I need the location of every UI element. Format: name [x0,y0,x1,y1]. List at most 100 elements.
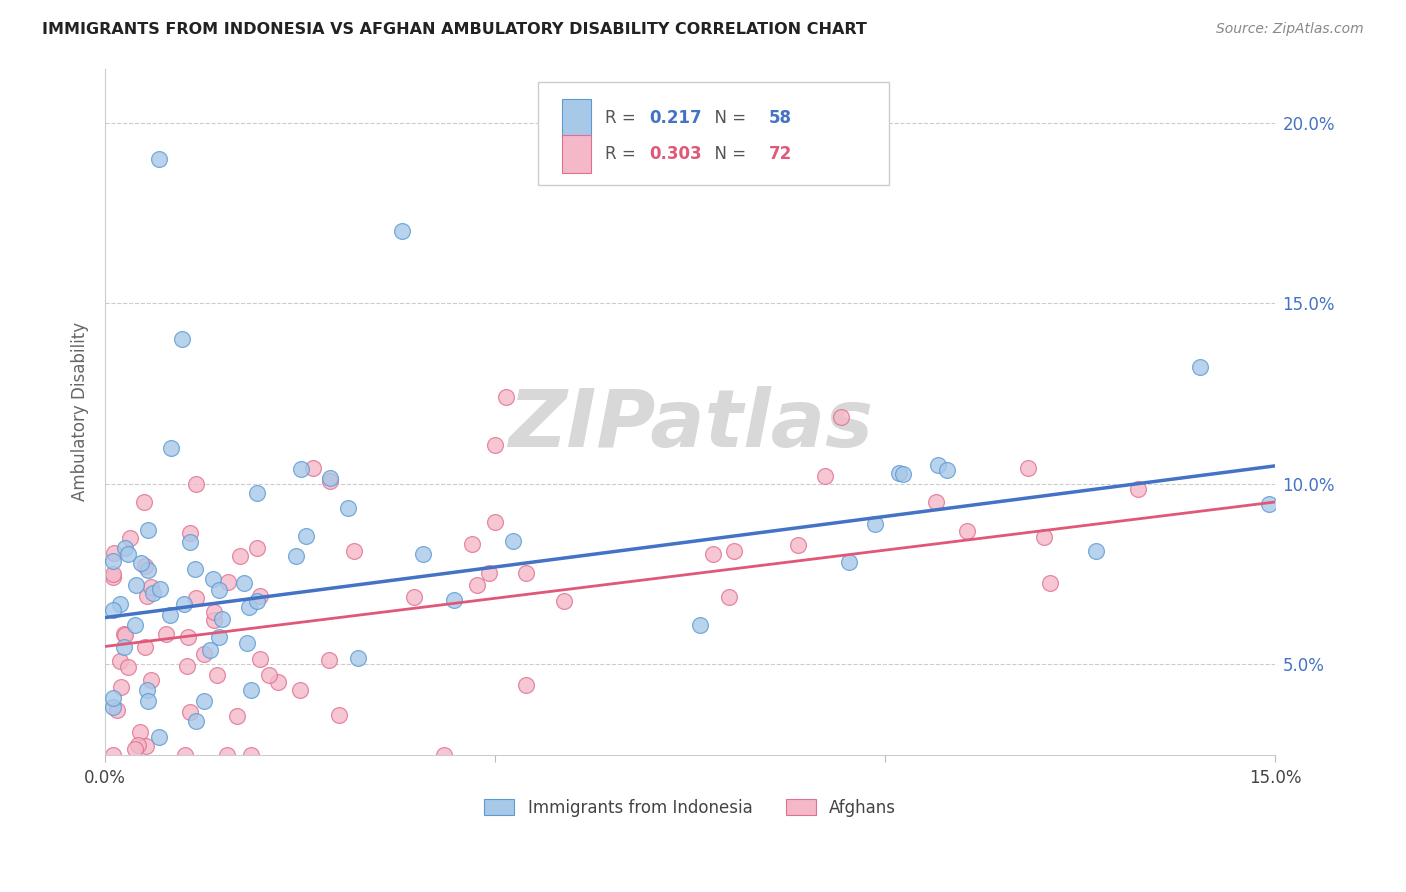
Point [108,597,131,611]
Point [110,680,132,694]
Point [202,613,225,627]
Point [186,714,208,728]
Point [1128,482,1150,496]
Point [142,586,165,600]
Point [412,547,434,561]
Point [1039,576,1062,591]
Point [135,739,157,753]
Point [226,709,249,723]
Point [129,556,152,570]
Point [155,626,177,640]
Point [193,693,215,707]
Point [148,152,170,166]
Point [1033,530,1056,544]
Point [186,591,208,606]
Point [465,578,488,592]
Text: ZIPatlas: ZIPatlas [508,386,873,465]
Point [319,471,342,485]
Point [553,594,575,608]
Point [124,618,146,632]
Point [179,705,201,719]
Point [302,461,325,475]
Point [184,476,207,491]
Point [211,612,233,626]
Point [127,739,149,753]
Point [124,742,146,756]
Point [936,463,959,477]
FancyBboxPatch shape [538,82,889,186]
Point [814,469,837,483]
Point [114,541,136,555]
Point [183,562,205,576]
Text: R =: R = [605,109,641,127]
Point [179,526,201,541]
Point [101,569,124,583]
Point [391,224,413,238]
Point [246,541,269,555]
Point [956,524,979,539]
Point [689,618,711,632]
Point [200,643,222,657]
Text: R =: R = [605,145,641,163]
Point [159,607,181,622]
Point [336,500,359,515]
Point [294,528,316,542]
Point [1084,544,1107,558]
Point [117,547,139,561]
Text: 72: 72 [769,145,792,163]
Point [515,566,537,580]
Point [118,531,141,545]
Point [515,677,537,691]
Point [105,703,128,717]
Text: N =: N = [704,109,752,127]
Point [290,462,312,476]
Point [101,603,124,617]
Point [205,668,228,682]
Point [208,630,231,644]
Point [117,659,139,673]
Point [114,628,136,642]
Point [179,534,201,549]
Point [172,333,194,347]
Point [257,668,280,682]
Point [484,515,506,529]
Point [267,675,290,690]
Point [502,534,524,549]
Point [347,651,370,665]
Text: 0.303: 0.303 [650,145,702,163]
Point [246,593,269,607]
Point [328,707,350,722]
Point [863,517,886,532]
Point [478,566,501,580]
Point [101,747,124,762]
Point [830,409,852,424]
Point [1017,461,1039,475]
Point [229,549,252,564]
Point [134,559,156,574]
Point [101,567,124,582]
Point [124,578,146,592]
Point [103,546,125,560]
Point [215,747,238,762]
Point [236,636,259,650]
Point [443,592,465,607]
Point [402,590,425,604]
Point [201,572,224,586]
Point [141,580,163,594]
Point [208,582,231,597]
Point [343,544,366,558]
Point [925,495,948,509]
Point [927,458,949,472]
Point [128,724,150,739]
Point [233,575,256,590]
Text: IMMIGRANTS FROM INDONESIA VS AFGHAN AMBULATORY DISABILITY CORRELATION CHART: IMMIGRANTS FROM INDONESIA VS AFGHAN AMBU… [42,22,868,37]
Bar [561,99,591,136]
Point [149,582,172,596]
Point [135,589,157,603]
Point [217,574,239,589]
Point [484,438,506,452]
Point [249,589,271,603]
Point [112,640,135,654]
Point [238,599,260,614]
Point [433,747,456,762]
